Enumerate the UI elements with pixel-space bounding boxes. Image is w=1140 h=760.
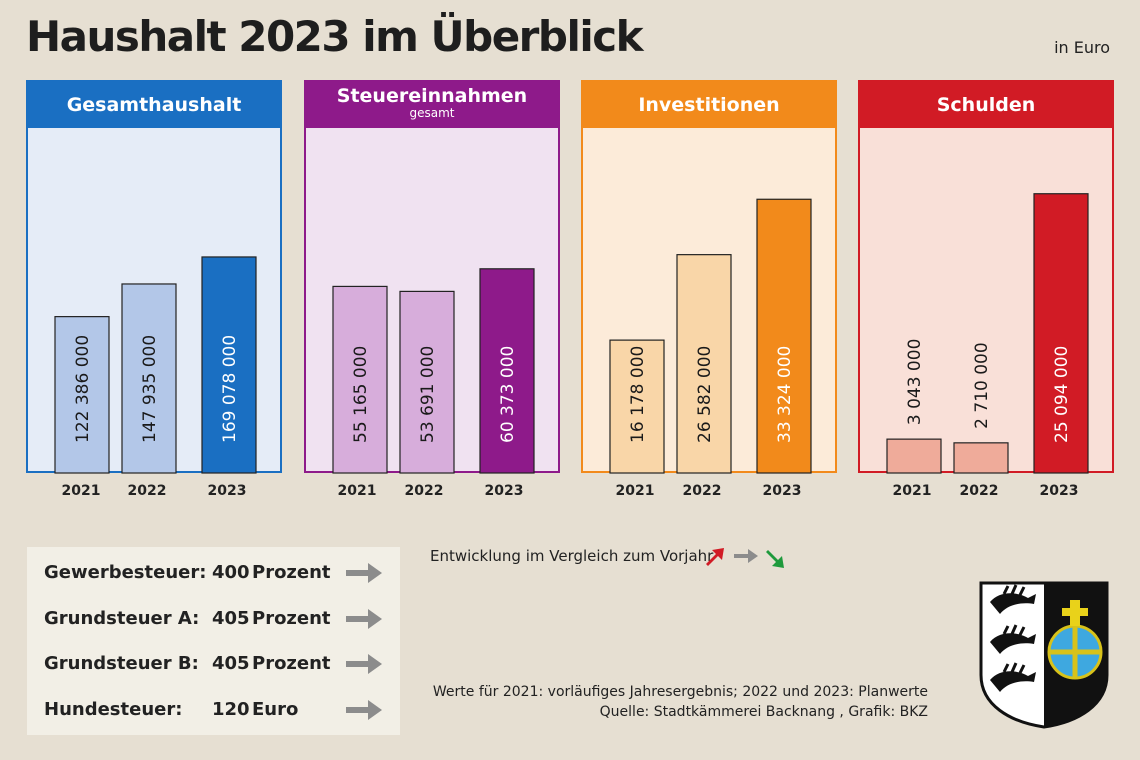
year-label: 2023 [484, 483, 524, 499]
bar-2023 [201, 256, 257, 474]
panel-header: Gesamthaushalt [28, 82, 280, 128]
tax-name: Grundsteuer A: [44, 608, 200, 629]
year-label: 2021 [61, 483, 101, 499]
bar-value-label: 26 582 000 [695, 346, 715, 443]
arrow-up-right-icon [706, 548, 724, 566]
bar-value-label: 33 324 000 [775, 346, 795, 443]
arrow-right-icon [346, 700, 382, 720]
panel-title: Investitionen [638, 94, 780, 116]
tax-unit: Prozent [252, 562, 331, 583]
panel-title: Schulden [936, 94, 1036, 116]
panel-title: Gesamthaushalt [66, 94, 242, 116]
tax-unit: Prozent [252, 653, 331, 674]
bar-2022 [953, 442, 1009, 474]
tax-name: Hundesteuer: [44, 699, 183, 720]
tax-rates-box: Gewerbesteuer: 400 Prozent Grundsteuer A… [27, 547, 400, 735]
footnote-source: Quelle: Stadtkämmerei Backnang , Grafik:… [599, 704, 928, 720]
bar-chart-investitionen: 16 178 000 26 582 000 33 324 000 [609, 198, 812, 474]
bar-value-label: 122 386 000 [73, 335, 93, 443]
trend-legend-text: Entwicklung im Vergleich zum Vorjahr [430, 547, 714, 565]
bar-chart-gesamthaushalt: 122 386 000 147 935 000 169 078 000 [54, 256, 257, 474]
panel-title: Steuereinnahmen [336, 85, 528, 107]
page-title: Haushalt 2023 im Überblick [26, 12, 644, 61]
bar-value-label: 25 094 000 [1052, 346, 1072, 443]
bar-value-label: 147 935 000 [140, 335, 160, 443]
bar-value-label: 169 078 000 [220, 335, 240, 443]
bar-2021 [609, 339, 665, 474]
panel-steuereinnahmen: Steuereinnahmen gesamt 55 165 000 53 691 … [304, 80, 560, 474]
tax-row-gewerbesteuer: Gewerbesteuer: 400 Prozent [44, 558, 394, 588]
year-label: 2023 [207, 483, 247, 499]
arrow-right-icon [346, 563, 382, 583]
year-label: 2022 [127, 483, 167, 499]
year-label: 2021 [892, 483, 932, 499]
bar-2021 [332, 285, 388, 474]
bar-2022 [676, 254, 732, 474]
panel-gesamthaushalt: Gesamthaushalt 122 386 000 147 935 000 169… [26, 80, 282, 474]
bar-value-label: 53 691 000 [418, 346, 438, 443]
trend-legend-arrows [706, 548, 784, 568]
tax-row-hundesteuer: Hundesteuer: 120 Euro [44, 695, 394, 725]
panel-investitionen: Investitionen 16 178 000 26 582 000 33 324… [581, 80, 837, 474]
bar-value-label: 16 178 000 [628, 346, 648, 443]
year-label: 2021 [615, 483, 655, 499]
year-label: 2023 [1039, 483, 1079, 499]
panel-header: Steuereinnahmen gesamt [306, 82, 558, 128]
tax-row-grundsteuer-a: Grundsteuer A: 405 Prozent [44, 604, 394, 634]
bar-2022 [399, 290, 455, 474]
year-label: 2022 [682, 483, 722, 499]
bar-value-label: 3 043 000 [905, 339, 925, 426]
arrow-right-icon [346, 609, 382, 629]
tax-value: 405 [212, 653, 250, 674]
arrow-down-right-icon [766, 550, 784, 568]
bar-2023 [479, 268, 535, 474]
year-label: 2022 [959, 483, 999, 499]
bar-2021 [886, 438, 942, 474]
bar-value-label: 60 373 000 [498, 346, 518, 443]
arrow-right-icon [734, 549, 758, 563]
year-label: 2021 [337, 483, 377, 499]
panel-header: Investitionen [583, 82, 835, 128]
city-crest-logo [979, 581, 1109, 729]
tax-name: Grundsteuer B: [44, 653, 199, 674]
tax-value: 405 [212, 608, 250, 629]
panel-header: Schulden [860, 82, 1112, 128]
arrow-right-icon [346, 654, 382, 674]
panel-subtitle: gesamt [409, 106, 455, 120]
year-label: 2022 [404, 483, 444, 499]
footnote-values: Werte für 2021: vorläufiges Jahresergebn… [432, 684, 928, 700]
bar-2023 [756, 198, 812, 474]
bar-2022 [121, 283, 177, 474]
bar-chart-steuereinnahmen: 55 165 000 53 691 000 60 373 000 [332, 268, 535, 474]
bar-2021 [54, 316, 110, 474]
year-label: 2023 [762, 483, 802, 499]
tax-unit: Prozent [252, 608, 331, 629]
tax-value: 400 [212, 562, 250, 583]
bar-value-label: 55 165 000 [351, 346, 371, 443]
tax-value: 120 [212, 699, 250, 720]
bar-2023 [1033, 193, 1089, 474]
bar-chart-schulden: 3 043 000 2 710 000 25 094 000 [886, 193, 1089, 474]
unit-label: in Euro [1054, 38, 1110, 57]
tax-unit: Euro [252, 699, 299, 720]
panel-schulden: Schulden 3 043 000 2 710 000 25 094 000 [858, 80, 1114, 474]
tax-row-grundsteuer-b: Grundsteuer B: 405 Prozent [44, 649, 394, 679]
tax-name: Gewerbesteuer: [44, 562, 207, 583]
bar-value-label: 2 710 000 [972, 342, 992, 429]
